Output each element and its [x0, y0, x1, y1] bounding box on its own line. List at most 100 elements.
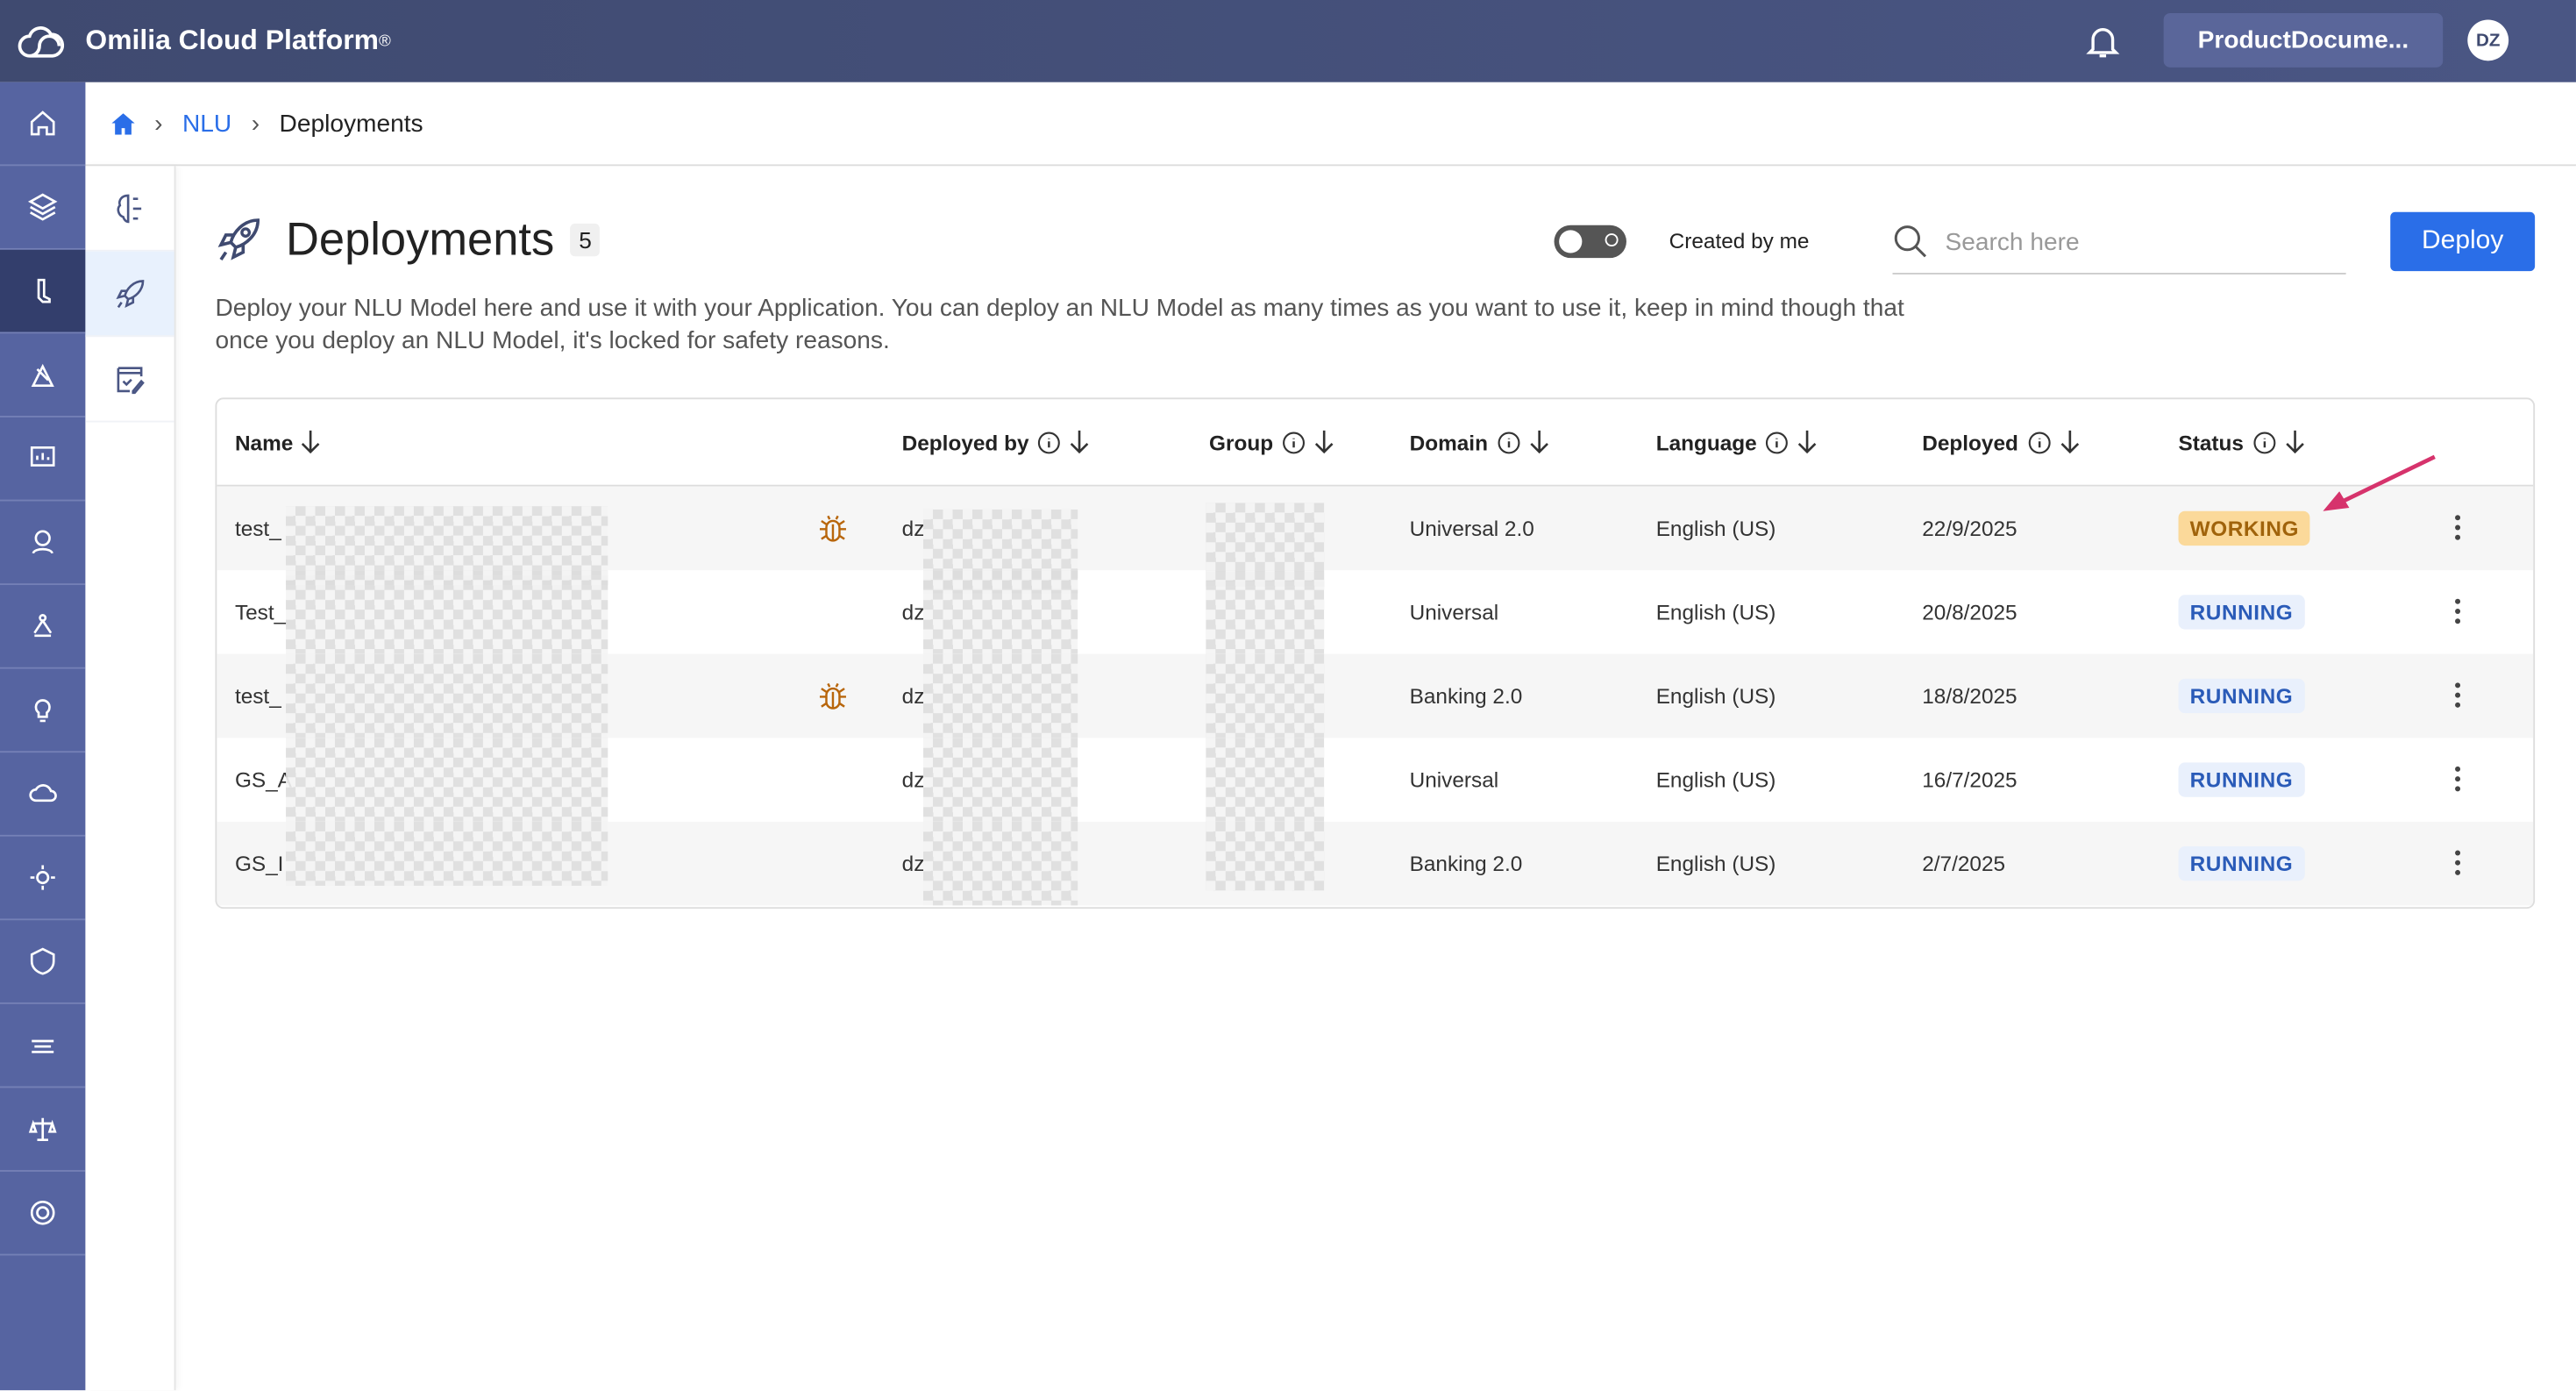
cell-domain: Universal	[1409, 767, 1499, 793]
security-icon	[30, 947, 55, 975]
sidebar-item-speech[interactable]	[0, 1004, 86, 1088]
column-label: Name	[234, 429, 294, 455]
sidebar-item-home[interactable]	[0, 82, 86, 167]
redacted-area	[286, 570, 608, 654]
cell-name[interactable]: Test_	[234, 599, 287, 625]
sidebar-item-analytics[interactable]	[0, 333, 86, 417]
cloud-icon	[29, 784, 57, 802]
cell-domain: Universal	[1409, 599, 1499, 625]
table-row[interactable]: test_ dz Banking 2.0 English (US) 18/8/2…	[217, 653, 2534, 738]
bell-icon[interactable]	[2083, 21, 2123, 61]
cell-language: English (US)	[1655, 599, 1776, 625]
chevron-right-icon: ›	[154, 109, 163, 138]
column-header-deployed[interactable]: Deployed	[1922, 429, 2079, 455]
info-icon[interactable]	[1037, 430, 1062, 454]
deploy-button[interactable]: Deploy	[2390, 211, 2536, 272]
page-header: Deployments 5	[214, 214, 601, 267]
column-header-group[interactable]: Group	[1209, 429, 1334, 455]
cell-name[interactable]: GS_A	[234, 767, 292, 793]
sidebar-item-layers[interactable]	[0, 166, 86, 250]
logo[interactable]: Omilia Cloud Platform ®	[17, 23, 391, 59]
more-options-icon[interactable]	[2454, 681, 2461, 710]
sort-arrow-icon[interactable]	[1529, 429, 1548, 455]
info-icon[interactable]	[1765, 430, 1790, 454]
sidebar-item-ideas[interactable]	[0, 669, 86, 753]
cell-name[interactable]: GS_I	[234, 851, 284, 876]
column-header-domain[interactable]: Domain	[1410, 429, 1549, 455]
analytics-icon	[31, 363, 54, 388]
avatar[interactable]: DZ	[2467, 19, 2509, 61]
sidebar-item-support[interactable]	[0, 1172, 86, 1256]
reports-icon	[30, 446, 55, 467]
status-badge: RUNNING	[2178, 595, 2305, 630]
settings-icon	[30, 865, 55, 890]
cell-deployed-by: dz	[901, 683, 925, 709]
redacted-group	[1206, 821, 1325, 891]
cell-deployed: 16/7/2025	[1922, 767, 2017, 793]
top-bar: Omilia Cloud Platform ® ProductDocume... …	[0, 0, 2576, 82]
cell-language: English (US)	[1655, 851, 1776, 876]
sidebar-item-nlu[interactable]	[0, 249, 86, 334]
info-icon[interactable]	[2026, 430, 2051, 454]
sort-arrow-icon[interactable]	[2060, 429, 2079, 455]
table-row[interactable]: test_ dz Universal 2.0 English (US) 22/9…	[217, 486, 2534, 594]
cell-name[interactable]: test_	[234, 516, 281, 541]
info-icon[interactable]	[1281, 430, 1306, 454]
subnav-nlu-models[interactable]	[85, 166, 174, 252]
cell-language: English (US)	[1655, 516, 1776, 541]
home-icon	[30, 111, 55, 136]
organization-button[interactable]: ProductDocume...	[2163, 12, 2444, 68]
column-header-name[interactable]: Name	[235, 429, 321, 455]
home-icon[interactable]	[111, 112, 135, 134]
info-icon[interactable]	[1496, 430, 1520, 454]
cell-deployed: 2/7/2025	[1922, 851, 2006, 876]
column-header-status[interactable]: Status	[2179, 429, 2305, 455]
sidebar-item-legal[interactable]	[0, 1088, 86, 1172]
legal-icon	[28, 1117, 57, 1142]
more-options-icon[interactable]	[2454, 513, 2461, 543]
sidebar-item-security[interactable]	[0, 920, 86, 1004]
column-header-language[interactable]: Language	[1656, 429, 1818, 455]
cell-deployed: 22/9/2025	[1922, 516, 2017, 541]
redacted-area	[286, 653, 608, 738]
more-options-icon[interactable]	[2454, 764, 2461, 794]
cloud-logo-icon	[18, 26, 65, 58]
search-input[interactable]	[1941, 225, 2327, 258]
status-badge: RUNNING	[2178, 845, 2305, 881]
cell-name[interactable]: test_	[234, 683, 281, 709]
status-badge: RUNNING	[2178, 762, 2305, 797]
sidebar-item-settings[interactable]	[0, 837, 86, 921]
breadcrumb-current: Deployments	[279, 109, 423, 138]
column-header-deployed-by[interactable]: Deployed by	[902, 429, 1090, 455]
table-row[interactable]: GS_I dz Banking 2.0 English (US) 2/7/202…	[217, 821, 2534, 906]
sort-arrow-icon[interactable]	[2285, 429, 2304, 455]
table-row[interactable]: Test_ dz Universal English (US) 20/8/202…	[217, 570, 2533, 654]
more-options-icon[interactable]	[2454, 596, 2461, 626]
bug-icon	[819, 514, 846, 541]
redacted-area	[923, 653, 1078, 738]
deployments-table: Name Deployed by Group Domain Language Deploy…	[215, 397, 2536, 910]
layers-icon	[27, 193, 58, 221]
sidebar-item-network[interactable]	[0, 585, 86, 669]
column-label: Deployed	[1922, 429, 2018, 455]
sidebar-item-agent[interactable]	[0, 501, 86, 586]
sidebar-item-cloud[interactable]	[0, 753, 86, 837]
column-label: Language	[1655, 429, 1757, 455]
subnav-tests[interactable]	[85, 337, 174, 423]
more-options-icon[interactable]	[2454, 848, 2461, 878]
sort-arrow-icon[interactable]	[1070, 429, 1089, 455]
subnav-deployments[interactable]	[85, 251, 174, 338]
redacted-area	[286, 738, 608, 822]
sort-arrow-icon[interactable]	[1798, 429, 1818, 455]
rocket-icon	[217, 218, 260, 261]
created-by-me-toggle[interactable]	[1554, 225, 1626, 259]
app-title: Omilia Cloud Platform	[85, 25, 379, 56]
sort-arrow-icon[interactable]	[1314, 429, 1334, 455]
sidebar-item-reports[interactable]	[0, 417, 86, 502]
sort-arrow-icon[interactable]	[302, 429, 321, 455]
table-row[interactable]: GS_A dz Universal English (US) 16/7/2025…	[217, 738, 2533, 822]
breadcrumb-nlu[interactable]: NLU	[181, 109, 232, 138]
status-badge: RUNNING	[2178, 678, 2305, 714]
sub-sidebar	[85, 166, 176, 1391]
info-icon[interactable]	[2252, 430, 2276, 454]
